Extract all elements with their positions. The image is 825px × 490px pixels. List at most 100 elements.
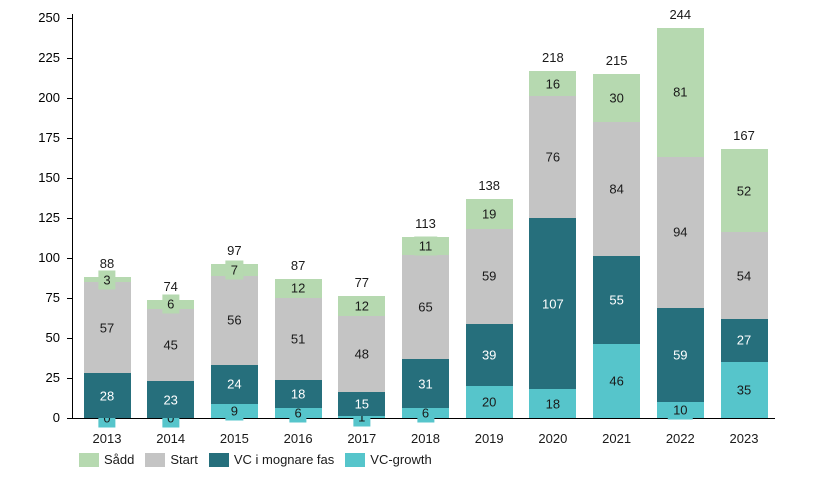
segment-value-label: 65 (418, 299, 433, 315)
segment-value-label: 27 (736, 332, 752, 348)
bar-segment-vc-i-mognare-fas: 23 (147, 381, 195, 418)
bar-segment-vc-growth: 20 (465, 386, 513, 418)
bar-segment-vc-i-mognare-fas: 107 (529, 218, 577, 390)
y-tick-label: 75 (45, 290, 60, 305)
total-label: 87 (290, 257, 306, 273)
x-category-label: 2014 (156, 431, 186, 446)
segment-value-label: 84 (609, 181, 624, 197)
legend-swatch-start (145, 452, 166, 467)
segment-value-label: 7 (225, 260, 244, 280)
total-label: 244 (669, 6, 692, 22)
bar-segment-vc-i-mognare-fas: 27 (720, 318, 768, 362)
y-axis-line (72, 14, 73, 418)
bar-segment-vc-i-mognare-fas: 18 (274, 379, 322, 409)
x-category-label: 2023 (729, 431, 759, 446)
legend-item-vc-i-mognare-fas: VC i mognare fas (208, 452, 335, 467)
total-label: 113 (415, 216, 436, 232)
y-tick-mark (67, 138, 72, 139)
segment-value-label: 46 (609, 373, 624, 389)
bar-segment-start: 65 (402, 254, 449, 359)
bar-segment-vc-i-mognare-fas: 24 (210, 365, 258, 404)
x-category-label: 2020 (538, 431, 568, 446)
bar-segment-vc-i-mognare-fas: 31 (402, 358, 449, 409)
bar-segment-start: 54 (720, 232, 768, 319)
segment-value-label: 107 (542, 296, 564, 312)
bar-segment-start: 57 (83, 282, 131, 374)
segment-value-label: 94 (673, 224, 688, 240)
segment-value-label: 28 (99, 388, 115, 404)
bar-segment-start: 59 (465, 229, 513, 324)
segment-value-label: 56 (227, 312, 242, 328)
legend-label: VC i mognare fas (233, 452, 335, 467)
segment-value-label: 6 (416, 403, 435, 423)
bar-segment-s-dd: 81 (656, 27, 704, 158)
y-tick-mark (67, 378, 72, 379)
segment-value-label: 6 (162, 294, 180, 314)
legend-label: Start (170, 452, 198, 467)
segment-value-label: 52 (736, 183, 752, 199)
bar-segment-vc-i-mognare-fas: 39 (465, 323, 513, 386)
bar-segment-s-dd: 12 (274, 278, 322, 298)
segment-value-label: 55 (609, 292, 624, 308)
segment-value-label: 57 (99, 320, 115, 336)
legend-item-s-dd: Sådd (79, 452, 134, 467)
total-label: 74 (163, 278, 178, 294)
legend-item-start: Start (145, 452, 198, 467)
bar-segment-start: 56 (210, 275, 258, 366)
x-category-label: 2022 (665, 431, 695, 446)
segment-value-label: 48 (354, 346, 370, 362)
segment-value-label: 59 (481, 268, 497, 284)
segment-value-label: 24 (227, 376, 242, 392)
bar-segment-start: 51 (274, 298, 322, 380)
segment-value-label: 12 (354, 298, 370, 314)
bar-segment-start: 84 (593, 122, 641, 257)
total-label: 88 (99, 256, 115, 272)
y-tick-mark (67, 98, 72, 99)
segment-value-label: 18 (545, 396, 561, 412)
segment-value-label: 6 (289, 403, 307, 423)
segment-value-label: 31 (418, 376, 433, 392)
segment-value-label: 11 (413, 236, 438, 256)
total-label: 218 (542, 49, 564, 65)
segment-value-label: 9 (225, 401, 244, 421)
legend-label: Sådd (104, 452, 135, 467)
y-tick-label: 150 (38, 170, 60, 185)
y-tick-label: 200 (38, 90, 60, 105)
x-category-label: 2021 (602, 431, 632, 446)
y-tick-mark (67, 18, 72, 19)
y-tick-label: 225 (38, 50, 60, 65)
y-tick-mark (67, 218, 72, 219)
x-category-label: 2018 (411, 431, 440, 446)
bar-segment-vc-i-mognare-fas: 59 (656, 307, 704, 402)
chart-legend: Sådd Start VC i mognare fas VC-growth (79, 452, 432, 467)
bar-segment-start: 48 (338, 315, 386, 393)
total-label: 215 (605, 53, 628, 68)
segment-value-label: 51 (290, 331, 306, 347)
segment-value-label: 12 (290, 280, 306, 296)
bar-segment-s-dd: 52 (720, 149, 768, 233)
x-category-label: 2015 (219, 431, 249, 446)
bar-segment-vc-i-mognare-fas: 28 (83, 373, 131, 418)
segment-value-label: 30 (609, 90, 624, 106)
y-tick-label: 50 (45, 330, 60, 345)
bar-segment-start: 45 (147, 309, 195, 382)
total-label: 97 (227, 243, 242, 259)
y-tick-label: 175 (38, 130, 60, 145)
bar-segment-start: 76 (529, 96, 577, 218)
segment-value-label: 3 (98, 270, 116, 290)
segment-value-label: 59 (673, 347, 688, 363)
total-label: 167 (733, 128, 755, 144)
segment-value-label: 23 (163, 392, 178, 408)
segment-value-label: 19 (481, 206, 497, 222)
x-category-label: 2013 (92, 431, 122, 446)
segment-value-label: 16 (545, 76, 561, 92)
bar-segment-start: 94 (656, 157, 704, 308)
bar-segment-vc-growth: 46 (593, 344, 641, 418)
x-category-label: 2016 (283, 431, 313, 446)
x-category-label: 2019 (474, 431, 504, 446)
bar-segment-vc-growth: 35 (720, 362, 768, 418)
legend-swatch-vc-growth (345, 452, 366, 467)
bar-segment-s-dd: 16 (529, 70, 577, 97)
y-tick-mark (67, 58, 72, 59)
y-tick-label: 250 (38, 10, 60, 25)
